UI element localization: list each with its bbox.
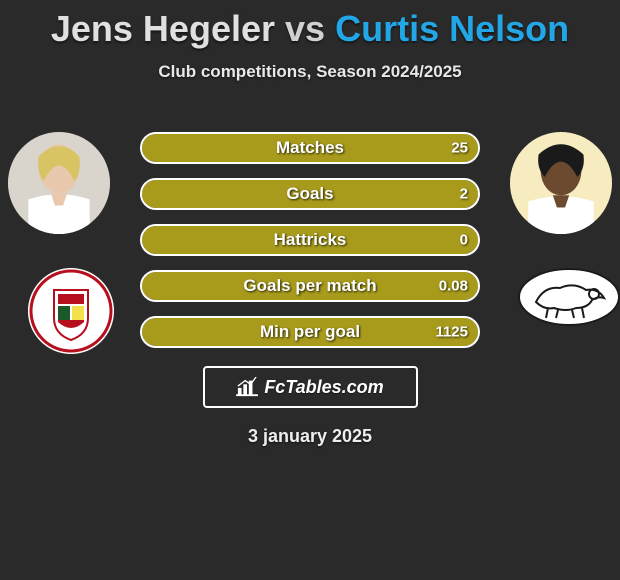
stat-value-right: 0.08 — [439, 278, 468, 295]
date-text: 3 january 2025 — [0, 426, 620, 447]
chart-icon — [236, 377, 258, 397]
player2-club-badge — [518, 268, 620, 326]
player1-name: Jens Hegeler — [51, 8, 275, 49]
stat-label: Goals per match — [243, 276, 376, 296]
stat-label: Min per goal — [260, 322, 360, 342]
stat-label: Goals — [286, 184, 333, 204]
player2-name: Curtis Nelson — [335, 8, 569, 49]
content-area: Matches 25 Goals 2 Hattricks 0 Goals per match… — [0, 122, 620, 447]
brand-text: FcTables.com — [264, 377, 383, 398]
vs-text: vs — [285, 8, 325, 49]
stat-value-right: 1125 — [435, 324, 468, 341]
stat-value-right: 25 — [451, 140, 468, 157]
brand-box: FcTables.com — [203, 366, 418, 408]
player2-avatar — [510, 132, 612, 234]
stat-value-right: 2 — [460, 186, 468, 203]
stat-row: Hattricks 0 — [140, 224, 480, 256]
player1-club-badge — [28, 268, 114, 354]
stat-label: Hattricks — [274, 230, 347, 250]
subtitle: Club competitions, Season 2024/2025 — [0, 62, 620, 82]
stat-row: Goals per match 0.08 — [140, 270, 480, 302]
stat-label: Matches — [276, 138, 344, 158]
player1-avatar — [8, 132, 110, 234]
stat-value-right: 0 — [460, 232, 468, 249]
stat-row: Goals 2 — [140, 178, 480, 210]
stat-bars-container: Matches 25 Goals 2 Hattricks 0 Goals per match… — [140, 122, 480, 348]
stat-row: Min per goal 1125 — [140, 316, 480, 348]
stat-row: Matches 25 — [140, 132, 480, 164]
comparison-title: Jens Hegeler vs Curtis Nelson — [0, 0, 620, 50]
